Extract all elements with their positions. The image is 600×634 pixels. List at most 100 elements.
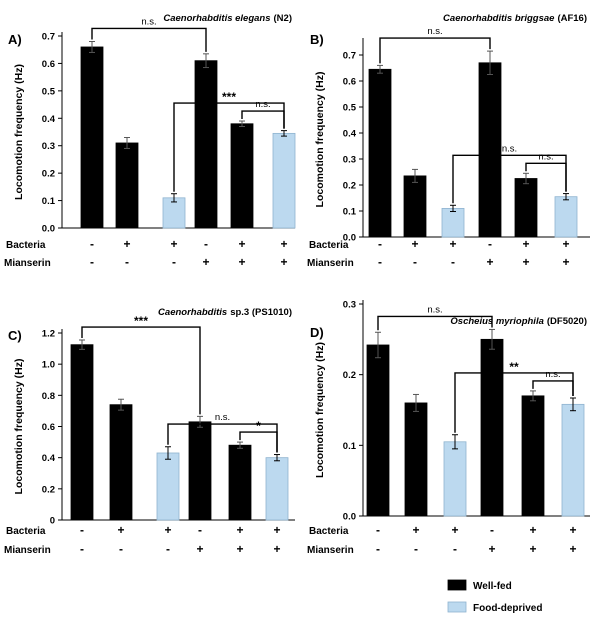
bacteria-sign: +	[236, 523, 243, 537]
significance-bracket	[525, 162, 567, 192]
y-tick-label: 0.1	[42, 196, 56, 207]
mianserin-sign: +	[529, 542, 536, 556]
bacteria-sign: +	[529, 523, 536, 537]
panel-letter: A)	[8, 32, 22, 47]
bacteria-row-label: Bacteria	[6, 526, 46, 537]
bar	[514, 178, 538, 238]
legend-swatch-food-deprived	[447, 601, 467, 613]
significance-label: **	[509, 360, 519, 374]
mianserin-sign: +	[486, 255, 493, 269]
bar	[188, 421, 212, 521]
bacteria-sign: +	[273, 523, 280, 537]
significance-label: ***	[222, 90, 236, 104]
bacteria-row-label: Bacteria	[6, 240, 46, 251]
y-tick-label: 0.8	[42, 391, 55, 402]
panel-title-species: Oscheius myriophila	[450, 316, 543, 327]
mianserin-sign: -	[172, 255, 176, 269]
mianserin-sign: +	[522, 255, 529, 269]
y-tick-label: 0.7	[42, 32, 55, 43]
bar	[156, 452, 180, 521]
bacteria-sign: +	[164, 523, 171, 537]
mianserin-row-label: Mianserin	[4, 258, 51, 269]
bacteria-sign: +	[451, 523, 458, 537]
mianserin-row-label: Mianserin	[4, 545, 51, 556]
significance-bracket	[377, 315, 493, 331]
y-tick-label: 0.6	[343, 77, 356, 88]
panel-letter: C)	[8, 328, 22, 343]
mianserin-sign: +	[273, 542, 280, 556]
panel-title-strain: (N2)	[274, 13, 292, 24]
y-tick-label: 0.3	[343, 300, 356, 311]
bacteria-sign: +	[569, 523, 576, 537]
legend: Well-fed Food-deprived	[447, 579, 542, 614]
significance-label: n.s.	[502, 143, 517, 154]
y-axis-label: Locomotion frequency (Hz)	[13, 359, 25, 495]
bacteria-sign: +	[522, 237, 529, 251]
bar	[480, 338, 504, 517]
panel-title: Oscheius myriophila (DF5020)	[450, 316, 587, 327]
significance-bracket	[379, 37, 491, 64]
significance-label: n.s.	[215, 412, 230, 423]
bacteria-sign: -	[488, 237, 492, 251]
significance-label: n.s.	[255, 99, 270, 110]
mianserin-sign: -	[119, 542, 123, 556]
mianserin-sign: +	[569, 542, 576, 556]
legend-label-well-fed: Well-fed	[473, 581, 512, 592]
significance-label: n.s.	[545, 369, 560, 380]
bacteria-sign: +	[238, 237, 245, 251]
mianserin-sign: +	[238, 255, 245, 269]
y-tick-label: 0.4	[343, 129, 357, 140]
bacteria-sign: +	[411, 237, 418, 251]
y-tick-label: 0.0	[343, 233, 356, 244]
y-tick-label: 0.7	[343, 51, 356, 62]
panel-title-species: Caenorhabditis	[158, 307, 227, 318]
legend-swatch-well-fed	[447, 579, 467, 591]
panel-title: Caenorhabditis briggsae (AF16)	[443, 13, 587, 24]
bacteria-sign: -	[204, 237, 208, 251]
y-tick-label: 0.5	[42, 86, 56, 97]
mianserin-sign: -	[90, 255, 94, 269]
significance-bracket	[452, 154, 567, 204]
y-tick-label: 0.6	[42, 59, 55, 70]
y-tick-label: 0.2	[343, 181, 356, 192]
panel-c: C) Caenorhabditis sp.3 (PS1010) 0 0.2 0.4 0.6 0…	[4, 307, 295, 556]
mianserin-sign: +	[280, 255, 287, 269]
y-tick-label: 0.2	[42, 484, 55, 495]
bar	[272, 132, 296, 229]
y-axis-label: Locomotion frequency (Hz)	[13, 64, 25, 200]
mianserin-row-label: Mianserin	[307, 545, 354, 556]
mianserin-sign: +	[196, 542, 203, 556]
significance-label: *	[256, 419, 261, 433]
bar	[478, 62, 502, 238]
panel-title-species: Caenorhabditis briggsae	[443, 13, 555, 24]
y-tick-label: 0.1	[343, 441, 357, 452]
bacteria-sign: -	[490, 523, 494, 537]
bacteria-row-label: Bacteria	[309, 240, 349, 251]
mianserin-sign: -	[166, 542, 170, 556]
panel-title-species: Caenorhabditis elegans	[163, 13, 270, 24]
mianserin-sign: +	[488, 542, 495, 556]
significance-label: n.s.	[427, 304, 442, 315]
bacteria-sign: -	[378, 237, 382, 251]
significance-bracket	[454, 372, 574, 433]
bar	[366, 344, 390, 517]
y-tick-label: 0.3	[42, 141, 55, 152]
bacteria-sign: -	[198, 523, 202, 537]
panel-title-strain: (AF16)	[557, 13, 587, 24]
y-tick-label: 0.5	[343, 103, 357, 114]
panel-title-strain: sp.3 (PS1010)	[230, 307, 292, 318]
bar	[230, 123, 254, 229]
significance-bracket	[239, 431, 278, 453]
y-tick-label: 0.3	[343, 155, 356, 166]
y-tick-label: 0.6	[42, 422, 55, 433]
panel-d: D) Oscheius myriophila (DF5020) 0.0 0.1 0.2 0.…	[307, 300, 590, 556]
bacteria-row-label: Bacteria	[309, 526, 349, 537]
bar	[443, 441, 467, 517]
significance-bracket	[173, 102, 285, 192]
mianserin-sign: -	[378, 255, 382, 269]
bacteria-sign: +	[449, 237, 456, 251]
mianserin-sign: +	[562, 255, 569, 269]
y-tick-label: 1.0	[42, 360, 55, 371]
mianserin-sign: +	[236, 542, 243, 556]
